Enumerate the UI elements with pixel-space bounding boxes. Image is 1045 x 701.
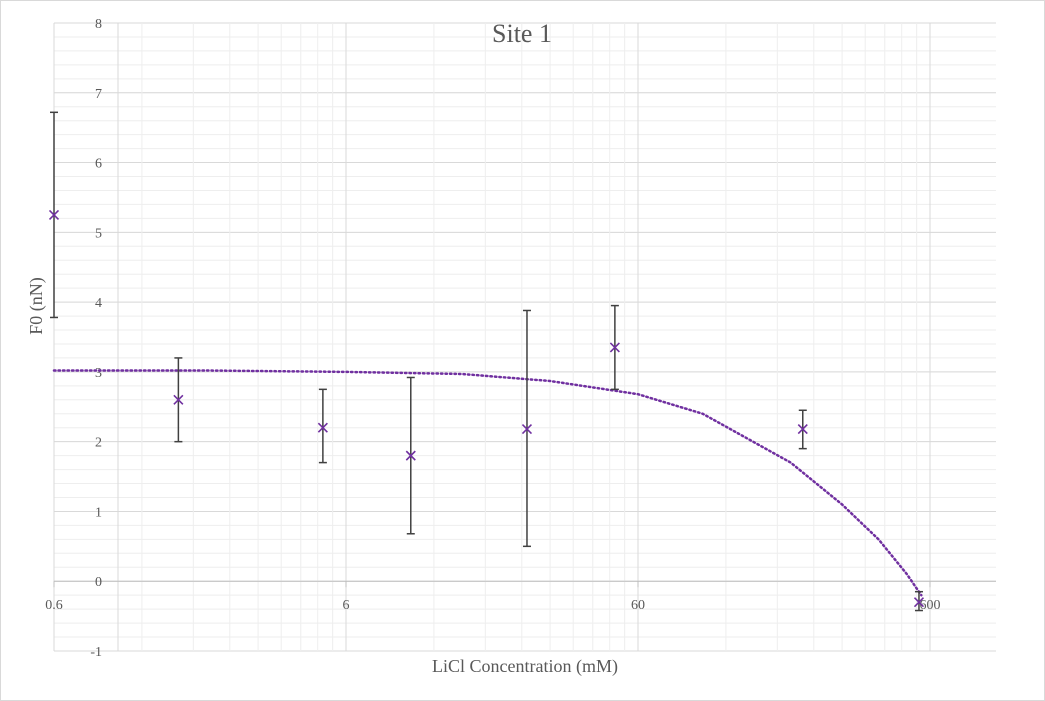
data-points — [48, 111, 925, 612]
y-axis-label: F0 (nN) — [26, 277, 47, 335]
y-tick-label: 8 — [95, 17, 102, 32]
data-point-marker — [48, 209, 60, 220]
data-point-marker — [317, 422, 328, 433]
data-point-marker — [173, 394, 184, 405]
x-tick-label: 0.6 — [45, 598, 63, 613]
grid — [53, 22, 996, 652]
marker-stroke — [521, 424, 533, 435]
marker-stroke — [405, 450, 416, 461]
y-tick-label: 6 — [95, 157, 102, 172]
data-point-marker — [405, 450, 416, 461]
marker-stroke — [609, 342, 620, 353]
data-point-marker — [609, 342, 620, 353]
y-tick-label: 2 — [95, 436, 102, 451]
axes — [53, 580, 996, 588]
tick-labels: -1 0 1 2 3 4 5 6 7 8 0.6 6 60 600 — [45, 17, 940, 660]
x-tick-label: 6 — [343, 598, 350, 613]
y-tick-label: 3 — [95, 366, 102, 381]
y-tick-label: -1 — [90, 645, 102, 660]
marker-stroke — [913, 597, 925, 608]
marker-stroke — [317, 422, 328, 433]
data-point-marker — [913, 597, 925, 608]
y-tick-label: 7 — [95, 87, 102, 102]
y-tick-label: 5 — [95, 226, 102, 241]
x-axis-label: LiCl Concentration (mM) — [432, 656, 618, 677]
y-tick-label: 1 — [95, 505, 102, 520]
chart-title: Site 1 — [492, 19, 552, 48]
marker-stroke — [797, 424, 808, 435]
data-point-marker — [797, 424, 808, 435]
marker-stroke — [173, 394, 184, 405]
trendline-path — [52, 369, 923, 597]
data-point-marker — [521, 424, 533, 435]
marker-stroke — [48, 209, 60, 220]
y-tick-label: 0 — [95, 575, 102, 590]
trendline — [52, 369, 923, 597]
x-tick-label: 60 — [631, 598, 645, 613]
y-tick-label: 4 — [95, 296, 102, 311]
x-tick-label: 600 — [920, 598, 941, 613]
